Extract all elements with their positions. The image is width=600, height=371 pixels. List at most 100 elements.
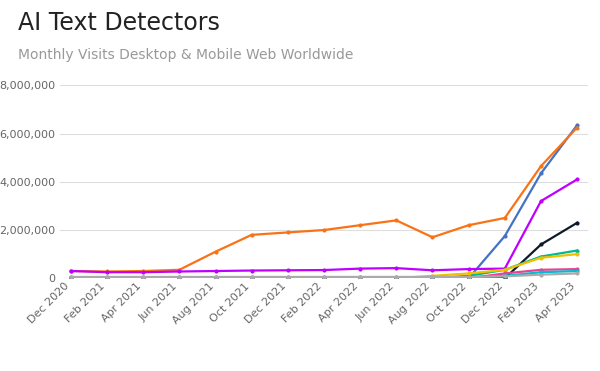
thehive.ai <box>140 275 147 279</box>
copyleaks.com <box>248 268 255 273</box>
x.writefull.com <box>574 267 581 271</box>
contentatscale.ai <box>574 220 581 225</box>
copyleaks.com <box>212 269 219 273</box>
paraphrasingtool.ai <box>176 276 183 280</box>
contentatscale.ai <box>356 276 364 280</box>
contentatscale.ai <box>103 276 110 280</box>
x.writefull.com <box>140 276 147 280</box>
gltr.io <box>140 275 147 279</box>
contentatscale.ai <box>212 276 219 280</box>
originality.ai <box>429 276 436 280</box>
gltr.io <box>465 275 472 279</box>
writer.com <box>356 223 364 227</box>
contentatscale.ai <box>429 276 436 280</box>
x.writefull.com <box>429 276 436 280</box>
thehive.ai <box>67 275 74 279</box>
writer.com <box>284 230 292 235</box>
thehive.ai <box>176 275 183 279</box>
gltr.io <box>538 270 545 275</box>
x.writefull.com <box>356 276 364 280</box>
contentatscale.ai <box>538 242 545 247</box>
copyleaks.com <box>103 270 110 275</box>
contentatscale.ai <box>320 276 328 280</box>
originality.ai <box>212 276 219 280</box>
originality.ai <box>501 267 508 272</box>
Line: thehive.ai: thehive.ai <box>69 271 579 279</box>
originality.ai <box>356 276 364 280</box>
thehive.ai <box>212 275 219 279</box>
originality.ai <box>284 276 292 280</box>
writer.com <box>320 228 328 232</box>
gptzero.me <box>393 276 400 280</box>
gptzero.me <box>248 276 255 280</box>
gltr.io <box>501 274 508 278</box>
gltr.io <box>212 275 219 279</box>
paraphrasingtool.ai <box>284 276 292 280</box>
paraphrasingtool.ai <box>248 276 255 280</box>
originality.ai <box>465 274 472 278</box>
contentatscale.ai <box>501 276 508 280</box>
gltr.io <box>429 275 436 279</box>
contentatscale.ai <box>67 276 74 280</box>
writer.com <box>538 164 545 168</box>
gptzero.me <box>212 276 219 280</box>
writer.com <box>140 269 147 273</box>
gltr.io <box>393 275 400 279</box>
writer.com <box>465 223 472 227</box>
paraphrasingtool.ai <box>465 271 472 276</box>
contentatscale.ai <box>393 276 400 280</box>
paraphrasingtool.ai <box>429 274 436 278</box>
gptzero.me <box>574 123 581 127</box>
Line: writer.com: writer.com <box>69 125 579 273</box>
writer.com <box>248 233 255 237</box>
writer.com <box>429 235 436 240</box>
originality.ai <box>393 276 400 280</box>
writer.com <box>67 269 74 273</box>
x.writefull.com <box>103 276 110 280</box>
writer.com <box>103 269 110 274</box>
Line: gptzero.me: gptzero.me <box>69 123 579 280</box>
x.writefull.com <box>465 276 472 280</box>
copyleaks.com <box>574 177 581 181</box>
originality.ai <box>67 276 74 280</box>
contentatscale.ai <box>176 276 183 280</box>
paraphrasingtool.ai <box>103 276 110 280</box>
gptzero.me <box>465 276 472 280</box>
x.writefull.com <box>320 276 328 280</box>
copyleaks.com <box>501 266 508 271</box>
contentatscale.ai <box>465 276 472 280</box>
thehive.ai <box>574 271 581 276</box>
gltr.io <box>574 269 581 273</box>
x.writefull.com <box>248 276 255 280</box>
paraphrasingtool.ai <box>212 276 219 280</box>
Text: AI Text Detectors: AI Text Detectors <box>18 11 220 35</box>
originality.ai <box>140 276 147 280</box>
gltr.io <box>176 275 183 279</box>
x.writefull.com <box>176 276 183 280</box>
thehive.ai <box>248 275 255 279</box>
x.writefull.com <box>284 276 292 280</box>
Line: gltr.io: gltr.io <box>69 269 579 279</box>
contentatscale.ai <box>140 276 147 280</box>
gltr.io <box>356 275 364 279</box>
writer.com <box>393 218 400 223</box>
copyleaks.com <box>356 266 364 271</box>
gptzero.me <box>356 276 364 280</box>
writer.com <box>501 216 508 220</box>
writer.com <box>176 267 183 272</box>
gptzero.me <box>284 276 292 280</box>
paraphrasingtool.ai <box>501 267 508 272</box>
copyleaks.com <box>393 266 400 270</box>
gptzero.me <box>103 276 110 280</box>
Line: originality.ai: originality.ai <box>69 249 579 280</box>
Text: Monthly Visits Desktop & Mobile Web Worldwide: Monthly Visits Desktop & Mobile Web Worl… <box>18 48 353 62</box>
paraphrasingtool.ai <box>574 252 581 256</box>
paraphrasingtool.ai <box>320 276 328 280</box>
thehive.ai <box>429 275 436 279</box>
Line: paraphrasingtool.ai: paraphrasingtool.ai <box>69 252 579 280</box>
copyleaks.com <box>538 199 545 203</box>
thehive.ai <box>103 275 110 279</box>
x.writefull.com <box>501 271 508 276</box>
originality.ai <box>574 248 581 253</box>
copyleaks.com <box>284 268 292 273</box>
